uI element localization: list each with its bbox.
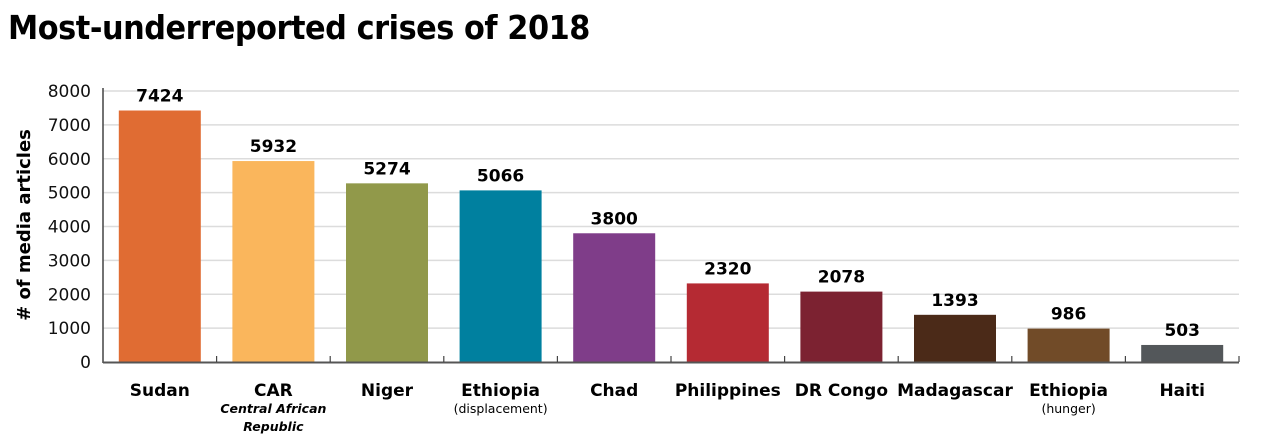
y-axis-label: # of media articles <box>14 129 35 321</box>
y-tick-labels: 0 1000 2000 3000 4000 5000 6000 7000 8000 <box>48 82 91 373</box>
value-label: 2320 <box>704 259 751 279</box>
value-label: 503 <box>1164 321 1200 341</box>
axes <box>102 88 1240 364</box>
y-tick-label: 2000 <box>48 285 91 305</box>
y-tick-label: 0 <box>80 353 91 373</box>
value-label: 5066 <box>477 166 524 186</box>
category-sublabel: Central African <box>220 401 326 416</box>
y-tick-label: 7000 <box>48 116 91 136</box>
y-tick-label: 8000 <box>48 82 91 102</box>
value-label: 7424 <box>136 87 183 107</box>
bar <box>346 183 428 362</box>
bar <box>118 110 201 363</box>
bar <box>573 233 656 362</box>
value-labels: 7424 5932 5274 5066 3800 2320 2078 1393 986 503 <box>136 87 1200 341</box>
category-sublabel: (displacement) <box>454 401 548 416</box>
y-tick-label: 5000 <box>48 184 91 204</box>
y-tick-label: 1000 <box>48 319 91 339</box>
category-label: Chad <box>590 381 638 401</box>
chart-title: Most-underreported crises of 2018 <box>8 8 590 47</box>
bar <box>800 291 883 362</box>
category-label: Sudan <box>130 381 190 401</box>
category-label: Philippines <box>675 381 781 401</box>
y-tick-label: 4000 <box>48 218 91 238</box>
value-label: 986 <box>1051 305 1087 325</box>
value-label: 1393 <box>931 291 978 311</box>
category-label: Ethiopia <box>1029 381 1108 401</box>
category-label: Ethiopia <box>461 381 540 401</box>
category-label: DR Congo <box>795 381 888 401</box>
bars <box>118 110 1224 363</box>
category-sublabel: (hunger) <box>1041 401 1095 416</box>
value-label: 2078 <box>818 268 865 288</box>
category-label: Niger <box>361 381 414 401</box>
bar <box>1141 344 1224 362</box>
category-label: Haiti <box>1159 381 1204 401</box>
bar <box>1027 328 1110 362</box>
y-tick-label: 3000 <box>48 251 91 271</box>
category-label: Madagascar <box>897 381 1013 401</box>
bar <box>914 314 996 362</box>
bar <box>686 283 769 362</box>
bar <box>459 190 542 362</box>
y-tick-label: 6000 <box>48 150 91 170</box>
value-label: 5274 <box>363 159 410 179</box>
value-label: 3800 <box>591 209 638 229</box>
category-sublabel: Republic <box>243 419 304 434</box>
value-label: 5932 <box>250 137 297 157</box>
category-label: CAR <box>254 381 293 401</box>
bar <box>232 161 315 362</box>
